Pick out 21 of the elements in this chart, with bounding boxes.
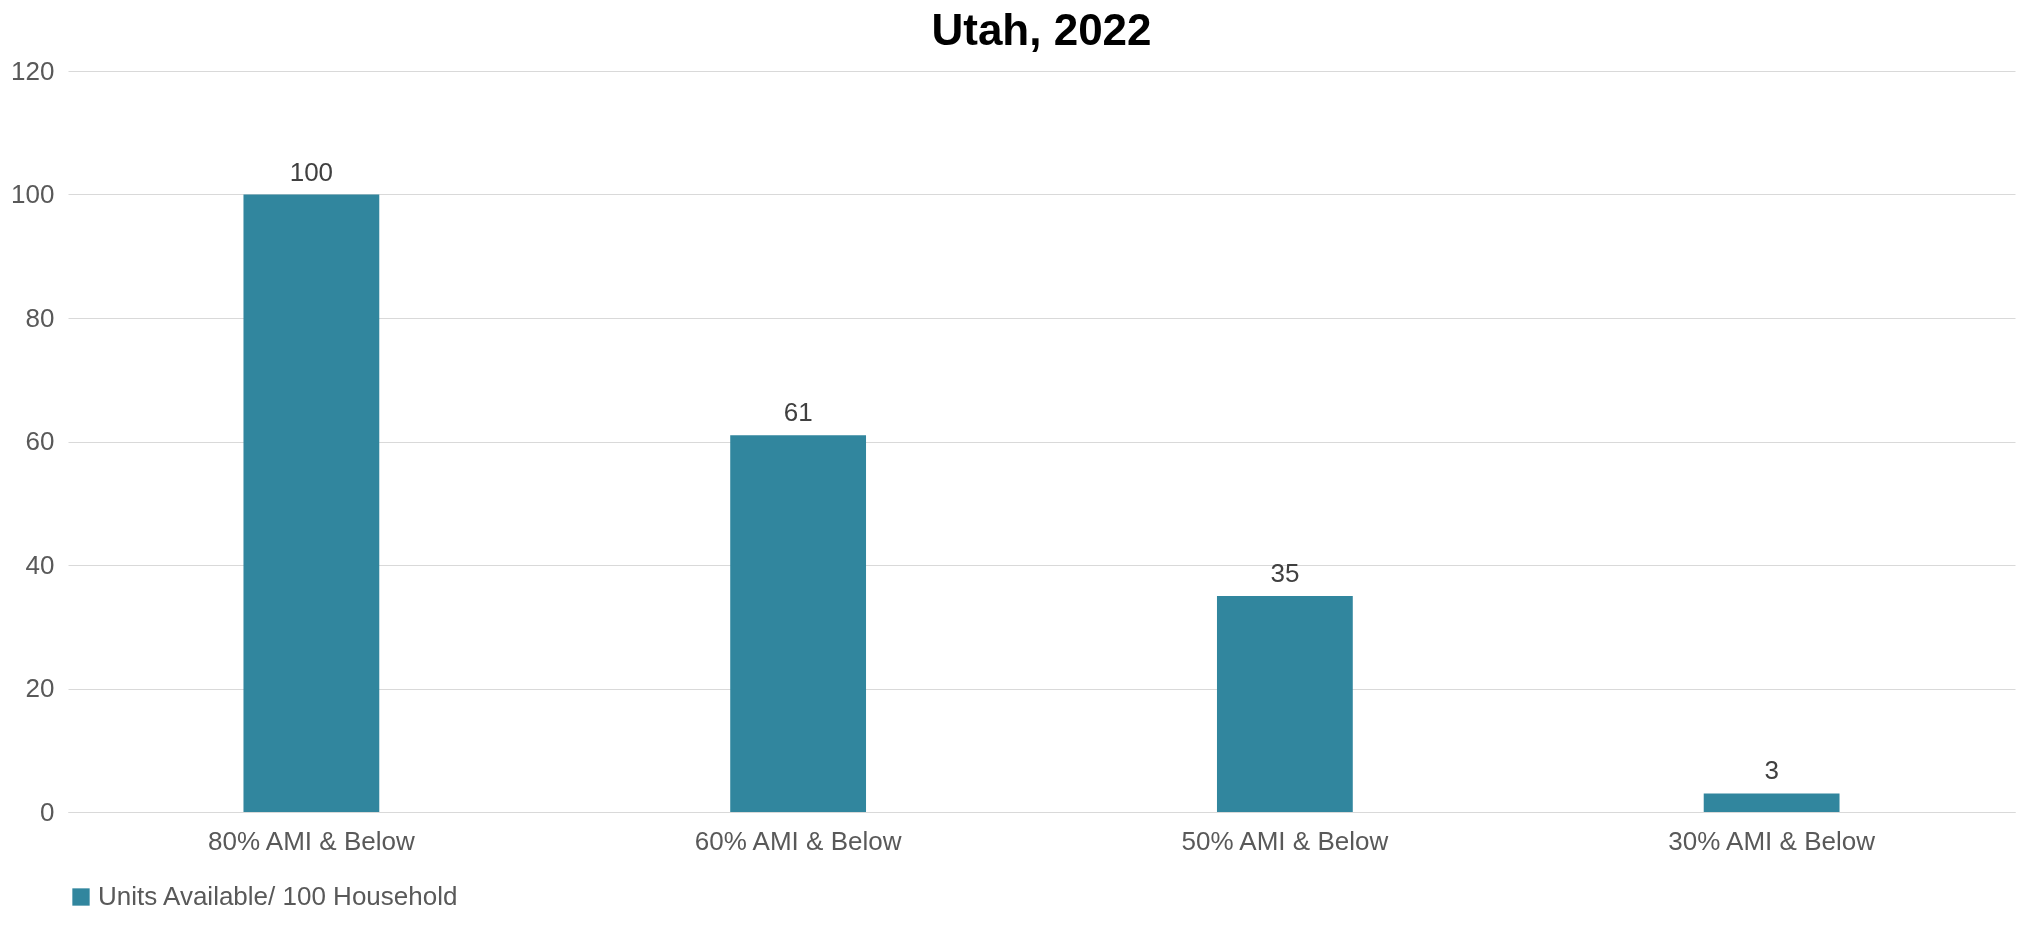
y-tick-label: 100 [11, 179, 55, 209]
y-tick-label: 80 [25, 302, 55, 333]
bar [1216, 595, 1353, 812]
y-tick-label: 40 [25, 549, 55, 580]
x-tick-label: 30% AMI & Below [1668, 825, 1876, 856]
x-tick-label: 80% AMI & Below [208, 825, 415, 856]
data-label: 61 [783, 397, 813, 428]
chart-title: Utah, 2022 [931, 5, 1152, 54]
bar [243, 194, 380, 812]
y-tick-label: 0 [40, 796, 55, 827]
data-label: 3 [1764, 755, 1779, 786]
x-tick-label: 50% AMI & Below [1181, 825, 1389, 856]
legend-label: Units Available/ 100 Household [98, 881, 458, 911]
y-tick-label: 20 [25, 673, 55, 703]
data-label: 35 [1270, 557, 1300, 588]
x-tick-label: 60% AMI & Below [694, 825, 902, 856]
data-label: 100 [289, 156, 334, 187]
y-tick-label: 120 [11, 55, 55, 86]
bar [1703, 793, 1840, 812]
bar [730, 435, 867, 812]
y-tick-label: 60 [25, 426, 55, 456]
